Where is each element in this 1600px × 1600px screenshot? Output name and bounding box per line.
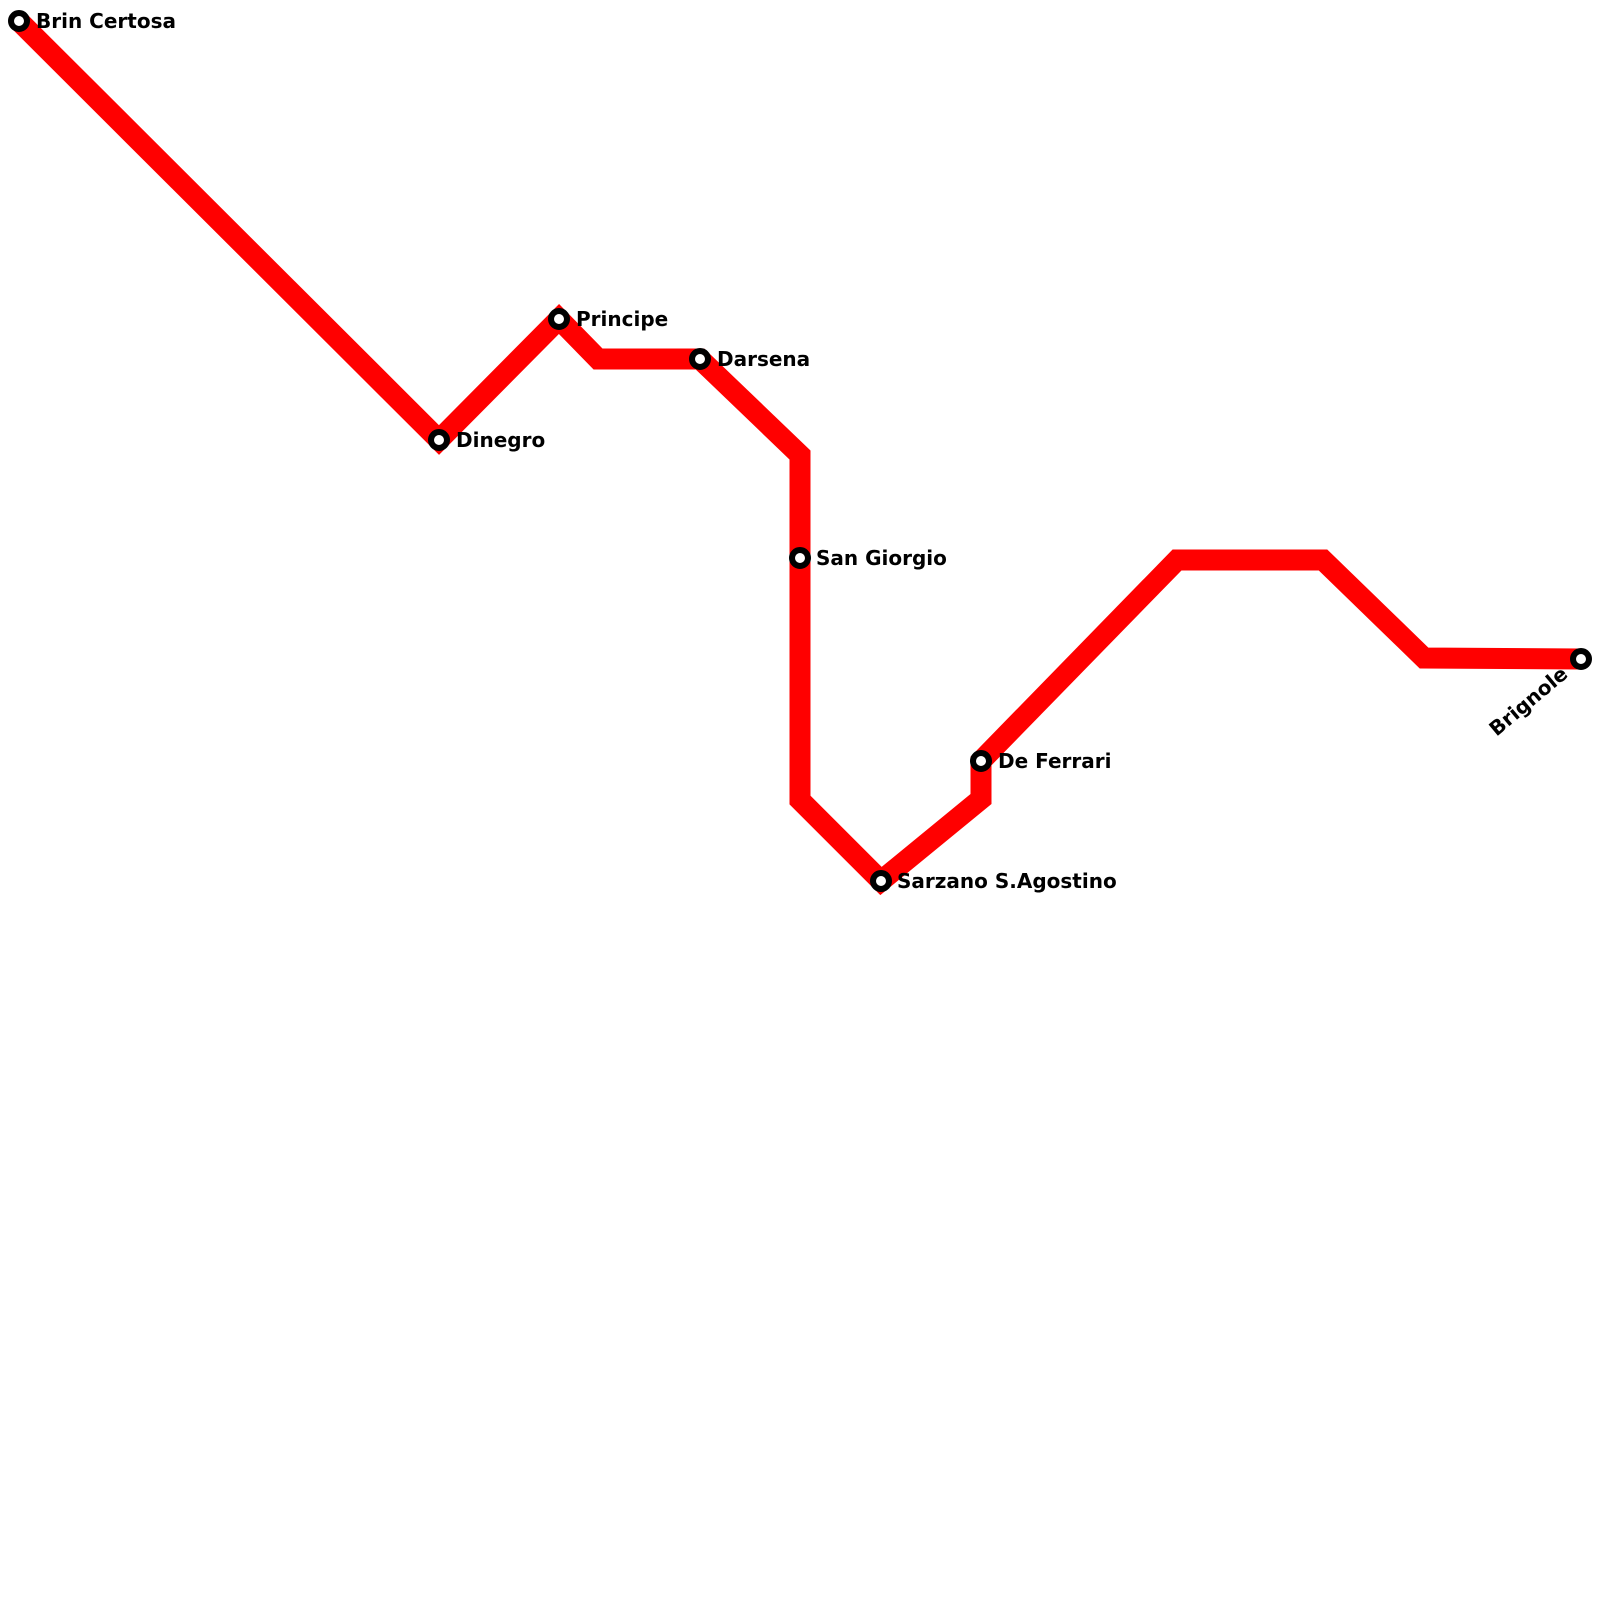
station-brin-certosa: Brin Certosa (8, 9, 176, 33)
station-label-brin-certosa: Brin Certosa (36, 9, 176, 33)
station-darsena: Darsena (689, 347, 810, 371)
station-marker-brignole (1570, 648, 1592, 670)
station-marker-san-giorgio (789, 547, 811, 569)
station-marker-principe (548, 308, 570, 330)
station-marker-de-ferrari (970, 750, 992, 772)
station-marker-brin-certosa (8, 10, 30, 32)
station-label-de-ferrari: De Ferrari (998, 749, 1112, 773)
station-label-brignole: Brignole (1484, 661, 1572, 740)
station-dinegro: Dinegro (428, 428, 545, 452)
station-marker-dinegro (428, 429, 450, 451)
station-san-giorgio: San Giorgio (789, 546, 947, 570)
station-principe: Principe (548, 307, 668, 331)
station-label-sarzano-s-agostino: Sarzano S.Agostino (897, 869, 1117, 893)
station-label-dinegro: Dinegro (456, 428, 545, 452)
station-de-ferrari: De Ferrari (970, 749, 1112, 773)
station-label-darsena: Darsena (717, 347, 810, 371)
station-marker-darsena (689, 348, 711, 370)
station-label-san-giorgio: San Giorgio (816, 546, 947, 570)
station-marker-sarzano-s-agostino (870, 870, 892, 892)
station-sarzano-s-agostino: Sarzano S.Agostino (870, 869, 1117, 893)
station-label-principe: Principe (576, 307, 668, 331)
metro-line (11, 13, 1582, 896)
